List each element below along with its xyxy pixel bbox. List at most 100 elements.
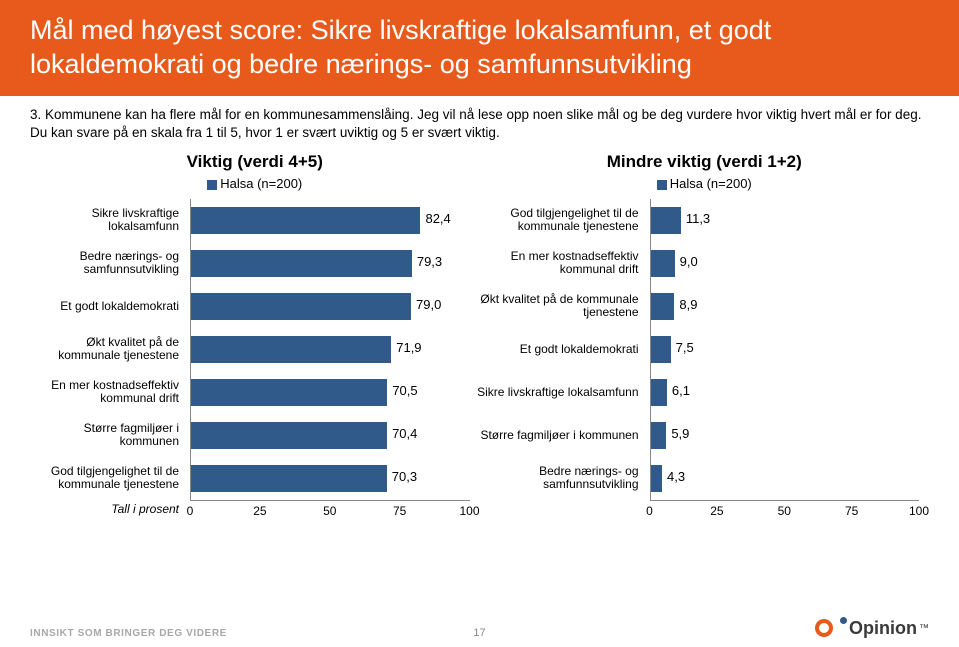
bar-label: Sikre livskraftige lokalsamfunn xyxy=(475,386,645,400)
bar-value: 11,3 xyxy=(686,211,710,226)
axis-tick: 25 xyxy=(253,504,266,518)
bar-row: Bedre nærings- og samfunnsutvikling4,3 xyxy=(650,457,920,500)
page-header: Mål med høyest score: Sikre livskraftige… xyxy=(0,0,959,96)
bar xyxy=(191,336,391,363)
logo-trademark: ™ xyxy=(919,623,929,634)
bar xyxy=(651,379,667,406)
bar xyxy=(651,293,675,320)
page-title: Mål med høyest score: Sikre livskraftige… xyxy=(30,15,771,79)
bar-label: God tilgjengelighet til de kommunale tje… xyxy=(475,207,645,235)
bar xyxy=(651,207,681,234)
bar-track: 79,3 xyxy=(190,242,470,285)
bar-row: Økt kvalitet på de kommunale tjenestene7… xyxy=(190,328,470,371)
bar xyxy=(651,422,667,449)
bar xyxy=(191,379,387,406)
chart-right: Mindre viktig (verdi 1+2) Halsa (n=200) … xyxy=(480,152,930,520)
bar-row: Sikre livskraftige lokalsamfunn82,4 xyxy=(190,199,470,242)
axis-tick: 50 xyxy=(778,504,791,518)
bar-track: 6,1 xyxy=(650,371,920,414)
axis-tick: 75 xyxy=(393,504,406,518)
chart-left-plot: Sikre livskraftige lokalsamfunn82,4Bedre… xyxy=(30,199,480,520)
legend-label: Halsa (n=200) xyxy=(220,176,302,191)
bar-label: God tilgjengelighet til de kommunale tje… xyxy=(25,465,185,493)
chart-right-title: Mindre viktig (verdi 1+2) xyxy=(480,152,930,172)
bar-label: Et godt lokaldemokrati xyxy=(25,300,185,314)
charts-container: Viktig (verdi 4+5) Halsa (n=200) Sikre l… xyxy=(0,144,959,520)
bar-label: Sikre livskraftige lokalsamfunn xyxy=(25,207,185,235)
chart-left-legend: Halsa (n=200) xyxy=(30,176,480,191)
question-line: 3. Kommunene kan ha flere mål for en kom… xyxy=(30,107,921,140)
bar-value: 8,9 xyxy=(679,297,697,312)
bar-value: 6,1 xyxy=(672,383,690,398)
bar xyxy=(651,336,671,363)
bar-row: Økt kvalitet på de kommunale tjenestene8… xyxy=(650,285,920,328)
axis-tick: 50 xyxy=(323,504,336,518)
bar-track: 70,5 xyxy=(190,371,470,414)
bar-label: Økt kvalitet på de kommunale tjenestene xyxy=(475,293,645,321)
bar-label: Større fagmiljøer i kommunen xyxy=(25,422,185,450)
bar-row: Større fagmiljøer i kommunen5,9 xyxy=(650,414,920,457)
bar-value: 70,4 xyxy=(392,426,417,441)
bar-label: Bedre nærings- og samfunnsutvikling xyxy=(25,250,185,278)
bar xyxy=(651,465,663,492)
bar-track: 82,4 xyxy=(190,199,470,242)
chart-left-axis: Tall i prosent 0255075100 xyxy=(190,500,470,520)
axis-tick: 0 xyxy=(646,504,653,518)
bar-row: God tilgjengelighet til de kommunale tje… xyxy=(190,457,470,500)
legend-swatch xyxy=(657,180,667,190)
bar-track: 71,9 xyxy=(190,328,470,371)
bar-row: En mer kostnadseffektiv kommunal drift70… xyxy=(190,371,470,414)
bar-label: Bedre nærings- og samfunnsutvikling xyxy=(475,465,645,493)
bar-value: 71,9 xyxy=(396,340,421,355)
bar xyxy=(191,465,387,492)
bar xyxy=(651,250,675,277)
bar-row: Sikre livskraftige lokalsamfunn6,1 xyxy=(650,371,920,414)
page-number: 17 xyxy=(473,627,485,639)
bar-value: 9,0 xyxy=(680,254,698,269)
chart-right-axis: 0255075100 xyxy=(650,500,920,520)
bar-track: 9,0 xyxy=(650,242,920,285)
bar-track: 70,4 xyxy=(190,414,470,457)
bar-value: 70,5 xyxy=(392,383,417,398)
legend-swatch xyxy=(207,180,217,190)
legend-label: Halsa (n=200) xyxy=(670,176,752,191)
bar-value: 5,9 xyxy=(671,426,689,441)
chart-right-legend: Halsa (n=200) xyxy=(480,176,930,191)
axis-tick: 0 xyxy=(187,504,194,518)
footer-tagline: INNSIKT SOM BRINGER DEG VIDERE xyxy=(30,628,227,639)
bar xyxy=(191,250,412,277)
bar-value: 82,4 xyxy=(425,211,450,226)
bar-track: 70,3 xyxy=(190,457,470,500)
bar-track: 11,3 xyxy=(650,199,920,242)
page-footer: INNSIKT SOM BRINGER DEG VIDERE 17 Opinio… xyxy=(30,617,929,639)
bar-row: Et godt lokaldemokrati7,5 xyxy=(650,328,920,371)
xaxis-label: Tall i prosent xyxy=(25,502,185,516)
bar-track: 79,0 xyxy=(190,285,470,328)
question-text: 3. Kommunene kan ha flere mål for en kom… xyxy=(0,96,959,144)
axis-tick: 100 xyxy=(459,504,479,518)
bar-value: 70,3 xyxy=(392,469,417,484)
bar xyxy=(191,207,420,234)
axis-tick: 100 xyxy=(909,504,929,518)
bar-track: 5,9 xyxy=(650,414,920,457)
bar-track: 4,3 xyxy=(650,457,920,500)
bar xyxy=(191,422,387,449)
bar-value: 79,0 xyxy=(416,297,441,312)
bar-value: 7,5 xyxy=(676,340,694,355)
bar-row: Større fagmiljøer i kommunen70,4 xyxy=(190,414,470,457)
bar-row: God tilgjengelighet til de kommunale tje… xyxy=(650,199,920,242)
logo-mark-icon xyxy=(813,617,847,639)
chart-right-plot: God tilgjengelighet til de kommunale tje… xyxy=(480,199,930,520)
chart-left: Viktig (verdi 4+5) Halsa (n=200) Sikre l… xyxy=(30,152,480,520)
bar-label: Et godt lokaldemokrati xyxy=(475,343,645,357)
bar-row: Et godt lokaldemokrati79,0 xyxy=(190,285,470,328)
bar-label: Økt kvalitet på de kommunale tjenestene xyxy=(25,336,185,364)
bar-row: En mer kostnadseffektiv kommunal drift9,… xyxy=(650,242,920,285)
bar-label: En mer kostnadseffektiv kommunal drift xyxy=(475,250,645,278)
axis-tick: 75 xyxy=(845,504,858,518)
bar-value: 79,3 xyxy=(417,254,442,269)
chart-left-title: Viktig (verdi 4+5) xyxy=(30,152,480,172)
bar-value: 4,3 xyxy=(667,469,685,484)
bar-row: Bedre nærings- og samfunnsutvikling79,3 xyxy=(190,242,470,285)
bar-track: 8,9 xyxy=(650,285,920,328)
